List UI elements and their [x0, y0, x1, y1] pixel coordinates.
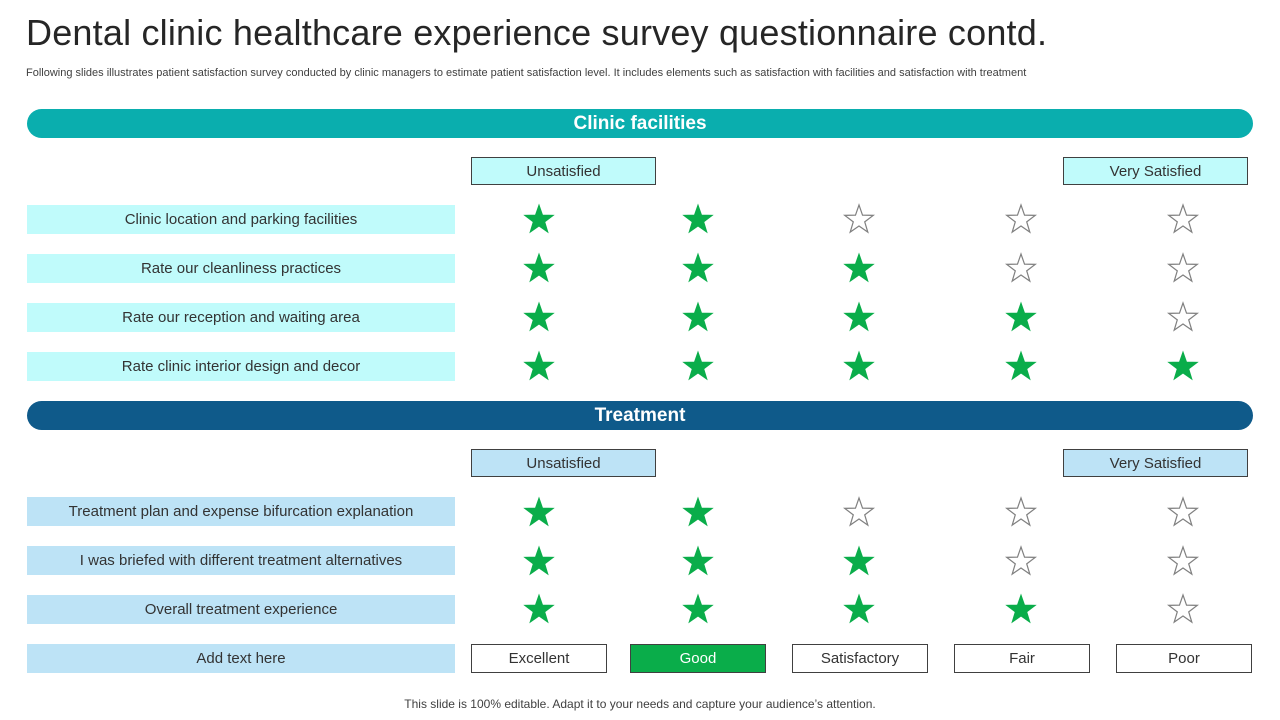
- star-outline-icon: [842, 202, 876, 236]
- question-label: Rate clinic interior design and decor: [27, 352, 455, 381]
- star-icon: [1166, 349, 1200, 383]
- star-icon: [842, 251, 876, 285]
- star-icon: [681, 202, 715, 236]
- star-outline-icon: [1004, 251, 1038, 285]
- page-title: Dental clinic healthcare experience surv…: [26, 12, 1048, 53]
- legend-poor: Poor: [1116, 644, 1252, 673]
- question-label: Rate our cleanliness practices: [27, 254, 455, 283]
- star-outline-icon: [1004, 202, 1038, 236]
- star-outline-icon: [1166, 202, 1200, 236]
- star-icon: [681, 349, 715, 383]
- page-subtitle: Following slides illustrates patient sat…: [26, 67, 1027, 79]
- star-icon: [681, 300, 715, 334]
- star-outline-icon: [1166, 544, 1200, 578]
- star-outline-icon: [1166, 251, 1200, 285]
- star-outline-icon: [1166, 300, 1200, 334]
- legend-satisfactory: Satisfactory: [792, 644, 928, 673]
- scale-low-label: Unsatisfied: [471, 157, 656, 185]
- section-header-treatment: Treatment: [27, 401, 1253, 430]
- section-header-clinic-facilities: Clinic facilities: [27, 109, 1253, 138]
- star-icon: [522, 202, 556, 236]
- add-text-label: Add text here: [27, 644, 455, 673]
- star-outline-icon: [1166, 495, 1200, 529]
- star-outline-icon: [1004, 495, 1038, 529]
- star-outline-icon: [1166, 592, 1200, 626]
- star-icon: [1004, 349, 1038, 383]
- legend-fair: Fair: [954, 644, 1090, 673]
- scale-low-label: Unsatisfied: [471, 449, 656, 477]
- question-label: Overall treatment experience: [27, 595, 455, 624]
- star-icon: [681, 592, 715, 626]
- legend-excellent: Excellent: [471, 644, 607, 673]
- star-icon: [842, 544, 876, 578]
- star-icon: [1004, 300, 1038, 334]
- star-icon: [522, 592, 556, 626]
- scale-high-label: Very Satisfied: [1063, 157, 1248, 185]
- star-icon: [681, 495, 715, 529]
- star-icon: [522, 251, 556, 285]
- question-label: I was briefed with different treatment a…: [27, 546, 455, 575]
- question-label: Clinic location and parking facilities: [27, 205, 455, 234]
- star-icon: [522, 544, 556, 578]
- star-icon: [522, 349, 556, 383]
- footer-note: This slide is 100% editable. Adapt it to…: [404, 697, 876, 711]
- star-icon: [842, 349, 876, 383]
- star-icon: [522, 300, 556, 334]
- scale-high-label: Very Satisfied: [1063, 449, 1248, 477]
- star-icon: [681, 544, 715, 578]
- star-icon: [522, 495, 556, 529]
- star-icon: [1004, 592, 1038, 626]
- star-outline-icon: [842, 495, 876, 529]
- star-outline-icon: [1004, 544, 1038, 578]
- question-label: Rate our reception and waiting area: [27, 303, 455, 332]
- star-icon: [681, 251, 715, 285]
- legend-good: Good: [630, 644, 766, 673]
- question-label: Treatment plan and expense bifurcation e…: [27, 497, 455, 526]
- star-icon: [842, 300, 876, 334]
- star-icon: [842, 592, 876, 626]
